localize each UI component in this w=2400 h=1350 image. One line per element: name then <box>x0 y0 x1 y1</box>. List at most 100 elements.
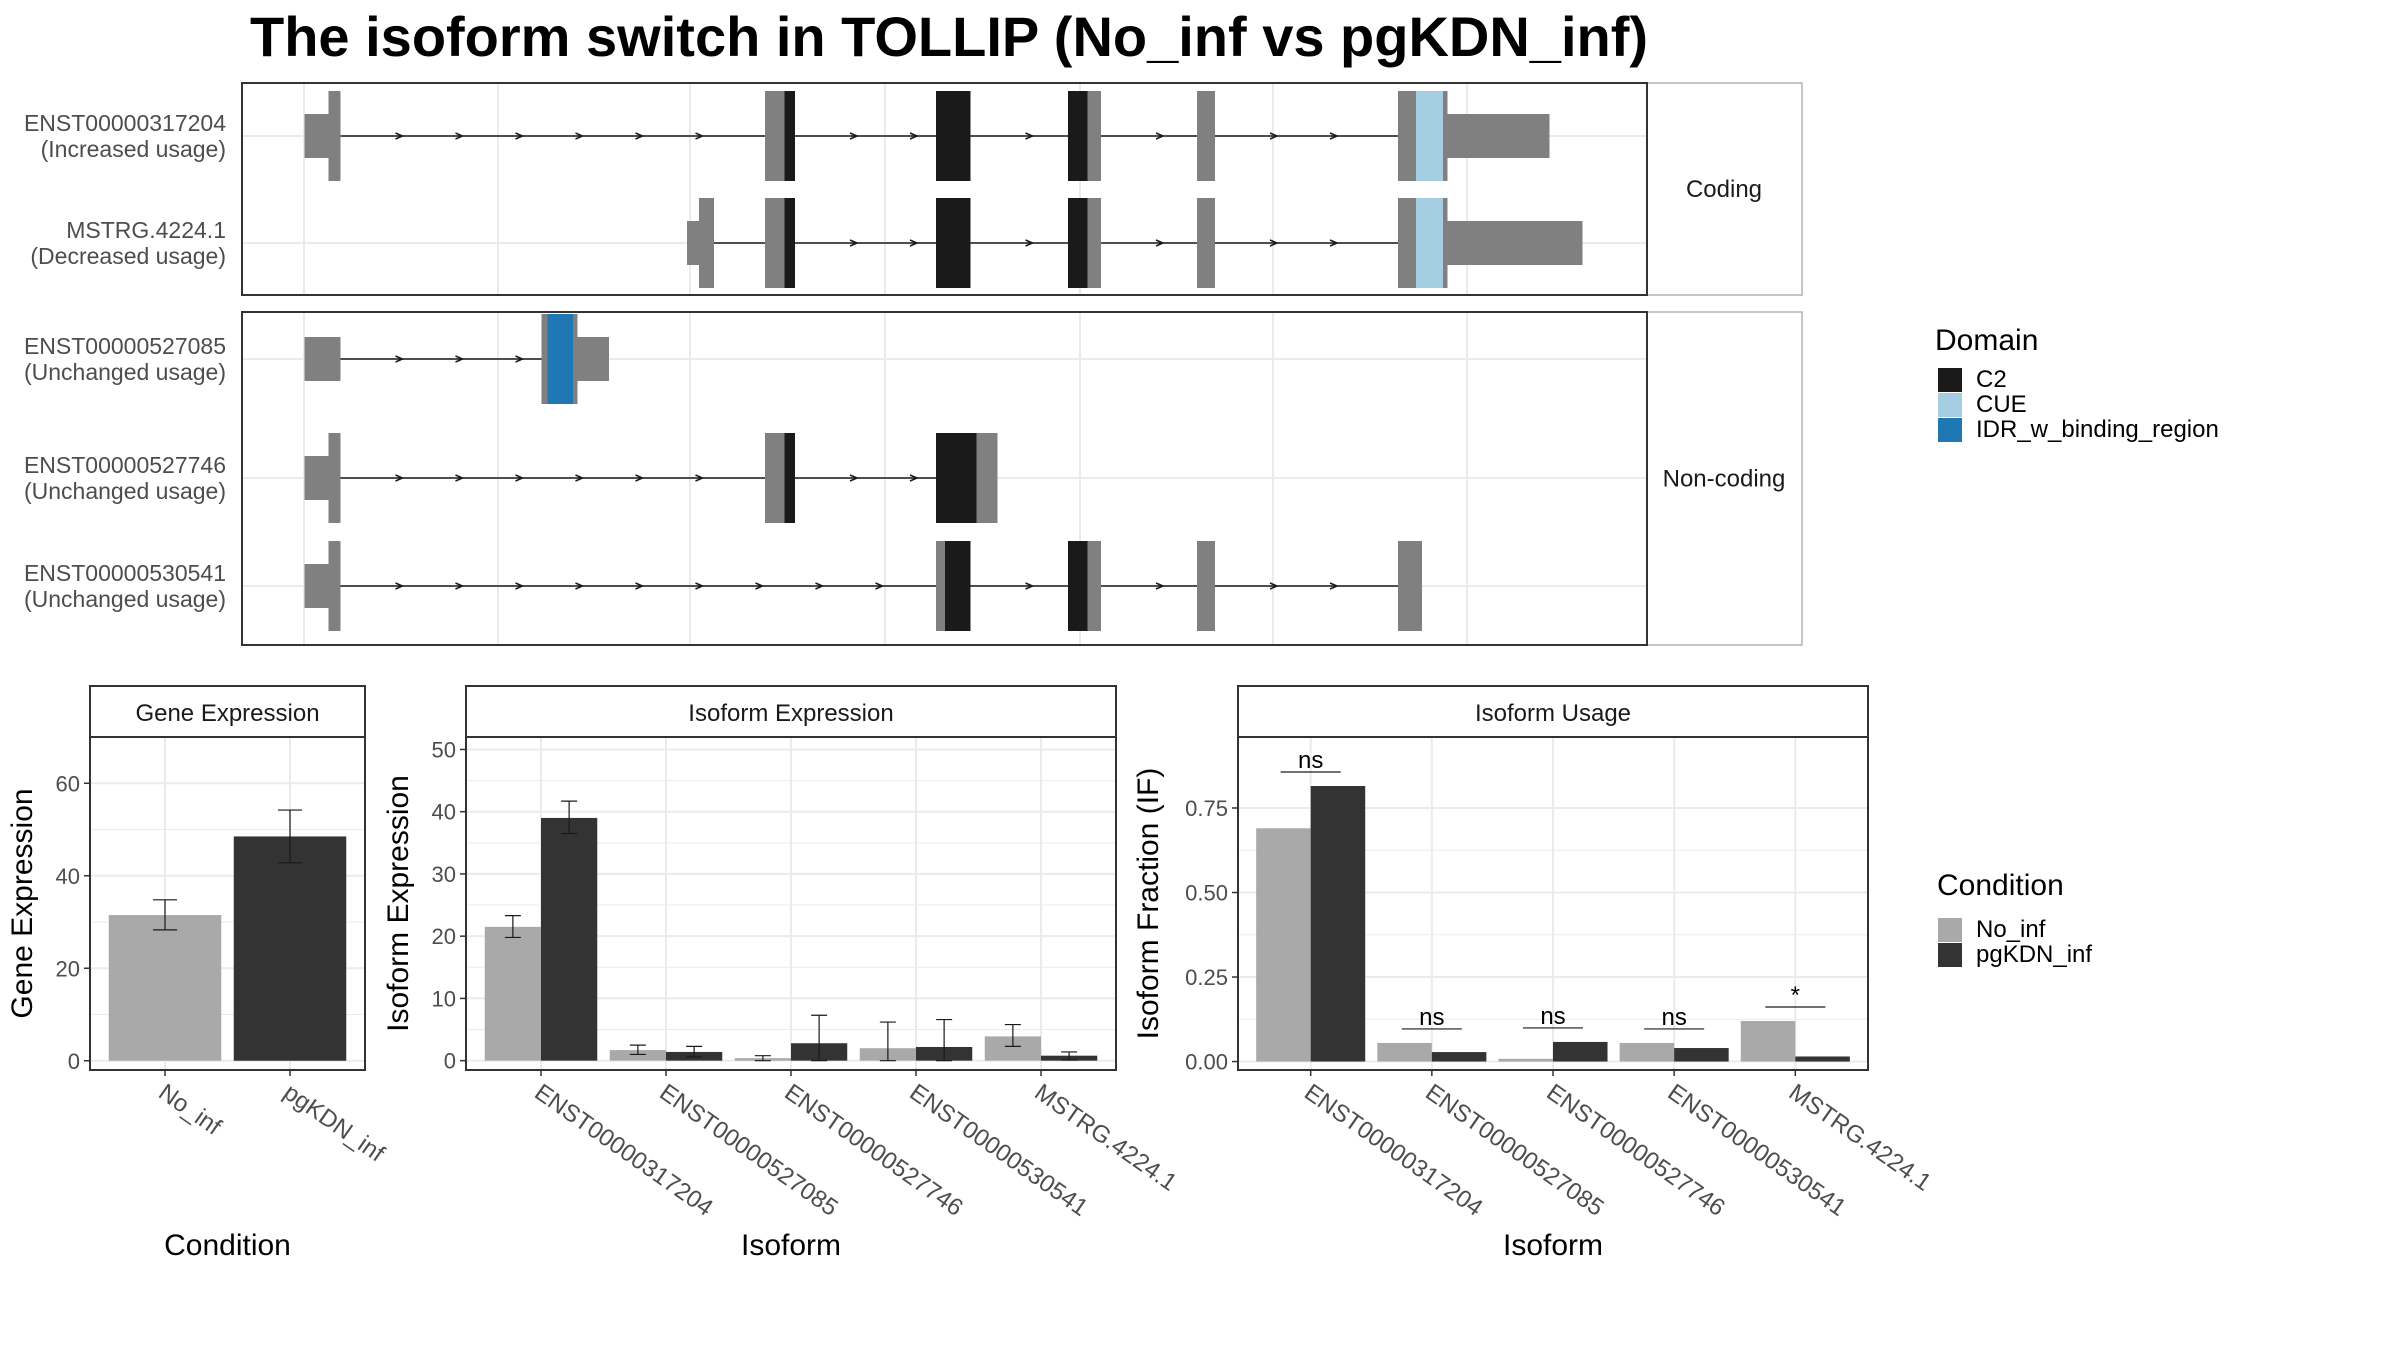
condition-legend-key-pgkdn-inf <box>1938 943 1962 967</box>
y-tick-label: 30 <box>432 862 456 887</box>
intron-arrow <box>1155 239 1165 247</box>
y-tick-label: 50 <box>432 737 456 762</box>
intron-arrow <box>875 582 885 590</box>
bar-no-inf-enst00000527085 <box>609 1050 666 1061</box>
coding-exon <box>1197 91 1215 181</box>
intron-arrow <box>1329 582 1339 590</box>
intron-arrow <box>1269 582 1279 590</box>
utr-exon <box>304 456 329 500</box>
x-tick-label: pgKDN_inf <box>279 1079 390 1168</box>
utr-exon <box>304 337 341 381</box>
intron-arrow <box>695 582 705 590</box>
intron-arrow <box>849 239 859 247</box>
intron-arrow <box>1329 132 1339 140</box>
strip-label-noncoding: Non-coding <box>1663 466 1786 493</box>
bar-pgkdn-inf-enst00000317204 <box>1310 786 1366 1062</box>
intron-arrow <box>455 474 465 482</box>
domain-c2 <box>945 541 971 631</box>
intron-arrow <box>849 474 859 482</box>
transcript-usage: (Decreased usage) <box>30 243 226 269</box>
intron-arrow <box>635 582 645 590</box>
y-tick-label: 0.25 <box>1185 965 1228 990</box>
intron-arrow <box>515 355 525 363</box>
y-tick-label: 0.00 <box>1185 1050 1228 1075</box>
error-bar <box>686 1045 703 1058</box>
domain-legend-key-idr-w-binding-region <box>1938 418 1962 442</box>
isoform-structure-panel: Coding Non-coding ENST00000317204(Increase… <box>24 82 1803 646</box>
chart-isoform-usage: Isoform Usage ns ns ns ns * 0.00 0.25 0.50 0.75 Is… <box>1132 685 1936 1262</box>
domain-c2 <box>936 433 977 523</box>
chart-isoform-expression: Isoform Expression 0 10 20 30 40 50 Isoform Exp… <box>382 685 1182 1262</box>
intron-arrow <box>695 132 705 140</box>
domain-c2 <box>1068 198 1088 288</box>
bar-no-inf-enst00000317204 <box>1256 828 1311 1062</box>
utr-exon <box>304 564 329 608</box>
bar-no-inf-mstrg-4224-1 <box>1740 1020 1796 1062</box>
domain-c2 <box>784 198 795 288</box>
chart-title: Gene Expression <box>135 700 319 727</box>
intron-arrow <box>1025 132 1035 140</box>
error-bar <box>278 809 302 864</box>
intron-arrow <box>1025 239 1035 247</box>
transcript-name: ENST00000527746 <box>24 452 226 478</box>
transcript-usage: (Increased usage) <box>41 136 226 162</box>
chart-title: Isoform Usage <box>1475 700 1631 727</box>
intron-arrow <box>1329 239 1339 247</box>
domain-legend-key-cue <box>1938 393 1962 417</box>
structure-panel-border <box>241 311 1648 646</box>
y-axis-label: Isoform Expression <box>382 775 415 1032</box>
significance-label: ns <box>1419 1004 1444 1031</box>
domain-cue <box>1416 91 1443 181</box>
intron-arrow <box>909 474 919 482</box>
error-bar <box>629 1044 646 1056</box>
strip-noncoding <box>1646 311 1803 646</box>
intron-arrow <box>695 474 705 482</box>
intron-arrow <box>575 132 585 140</box>
intron-arrow <box>1269 132 1279 140</box>
domain-c2 <box>936 91 971 181</box>
strip-coding <box>1646 82 1803 296</box>
significance-label: ns <box>1298 747 1323 774</box>
chart-strip <box>1237 685 1869 738</box>
condition-legend-label: No_inf <box>1976 916 2046 943</box>
coding-exon <box>328 541 341 631</box>
bar-no-inf-enst00000527746 <box>1498 1058 1553 1062</box>
condition-legend-label: pgKDN_inf <box>1976 941 2092 968</box>
y-tick-label: 10 <box>432 986 456 1011</box>
intron-arrow <box>395 474 405 482</box>
intron-arrow <box>455 582 465 590</box>
domain-c2 <box>1068 91 1088 181</box>
intron-arrow <box>909 132 919 140</box>
intron-arrow <box>1025 582 1035 590</box>
coding-exon <box>328 91 341 181</box>
intron-arrow <box>635 132 645 140</box>
y-tick-label: 40 <box>56 864 80 889</box>
bar-no-inf <box>108 915 222 1061</box>
coding-exon <box>1197 198 1215 288</box>
condition-legend-key-no-inf <box>1938 918 1962 942</box>
error-bar <box>1061 1051 1078 1061</box>
bar-pgkdn-inf-enst00000527746 <box>1553 1041 1608 1062</box>
bar-pgkdn-inf-enst00000530541 <box>1674 1048 1729 1062</box>
bar-charts: Gene Expression 0 20 40 60 Gene Expression No_… <box>6 685 1936 1262</box>
transcript-name: MSTRG.4224.1 <box>66 217 226 243</box>
y-tick-label: 40 <box>432 800 456 825</box>
y-axis-label: Isoform Fraction (IF) <box>1132 768 1165 1040</box>
error-bar <box>936 1018 953 1062</box>
transcript-usage: (Unchanged usage) <box>24 359 226 385</box>
condition-legend-title: Condition <box>1937 869 2064 902</box>
error-bar <box>879 1021 896 1062</box>
y-tick-label: 0 <box>68 1049 80 1074</box>
bar-pgkdn-inf-mstrg-4224-1 <box>1795 1056 1850 1062</box>
transcript-name: ENST00000530541 <box>24 560 226 586</box>
utr-exon <box>1447 114 1550 158</box>
x-axis-label: Condition <box>164 1229 291 1262</box>
chart-panel-border <box>89 736 366 1071</box>
utr-exon <box>1447 221 1583 265</box>
intron-arrow <box>575 474 585 482</box>
intron-arrow <box>515 582 525 590</box>
domain-legend-title: Domain <box>1935 324 2038 357</box>
